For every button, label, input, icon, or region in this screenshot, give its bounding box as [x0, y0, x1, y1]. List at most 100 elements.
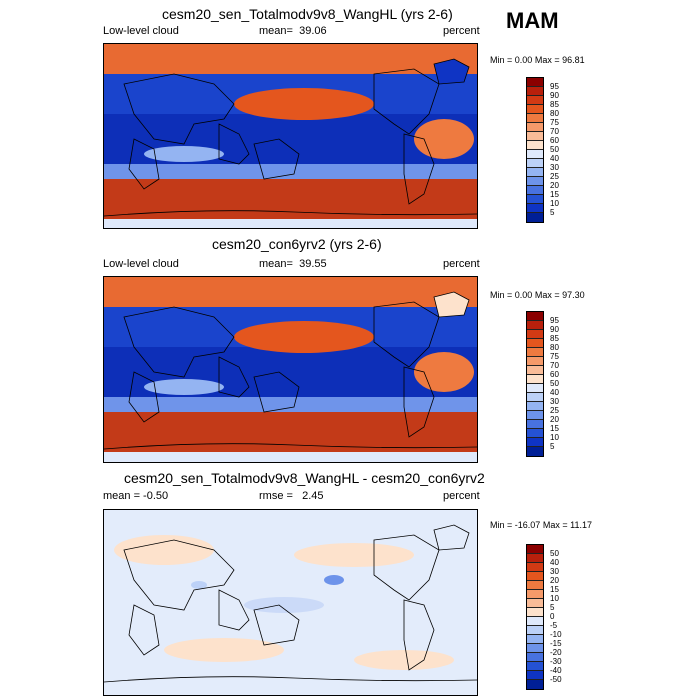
colorbar-swatch	[527, 590, 543, 599]
colorbar-swatch	[527, 420, 543, 429]
colorbar-tick-label: 10	[550, 433, 559, 442]
panel-2-minmax: Min = 0.00 Max = 97.30	[490, 290, 585, 300]
colorbar-tick-label: -10	[550, 630, 562, 639]
colorbar-swatch	[527, 204, 543, 213]
panel-1-mean-label: mean= 39.06	[259, 25, 327, 37]
colorbar-tick-label: 95	[550, 82, 559, 91]
colorbar-swatch	[527, 644, 543, 653]
colorbar-swatch	[527, 375, 543, 384]
panel-3-minmax: Min = -16.07 Max = 11.17	[490, 520, 592, 530]
colorbar-tick-label: 80	[550, 343, 559, 352]
colorbar-tick-label: 20	[550, 576, 559, 585]
colorbar-tick-label: 30	[550, 397, 559, 406]
colorbar-swatch	[527, 150, 543, 159]
colorbar-tick-label: 50	[550, 145, 559, 154]
colorbar-swatch	[527, 87, 543, 96]
colorbar-swatch	[527, 563, 543, 572]
colorbar-swatch	[527, 617, 543, 626]
colorbar-swatch	[527, 78, 543, 87]
panel-3-rmse-label: rmse = 2.45	[259, 490, 324, 502]
colorbar-tick-label: 60	[550, 136, 559, 145]
colorbar-tick-label: -30	[550, 657, 562, 666]
colorbar-tick-label: 15	[550, 585, 559, 594]
colorbar-swatch	[527, 330, 543, 339]
colorbar-swatch	[527, 635, 543, 644]
panel-3-units: percent	[443, 490, 480, 502]
colorbar-tick-label: 50	[550, 379, 559, 388]
colorbar-swatch	[527, 132, 543, 141]
panel-1-minmax: Min = 0.00 Max = 96.81	[490, 55, 585, 65]
colorbar-tick-label: 15	[550, 190, 559, 199]
colorbar-tick-label: 30	[550, 567, 559, 576]
colorbar-swatch	[527, 626, 543, 635]
colorbar-swatch	[527, 662, 543, 671]
colorbar-tick-label: 75	[550, 352, 559, 361]
colorbar-tick-label: -5	[550, 621, 558, 630]
colorbar-swatch	[527, 213, 543, 222]
colorbar-swatch	[527, 357, 543, 366]
colorbar-swatch	[527, 348, 543, 357]
colorbar-tick-label: 10	[550, 199, 559, 208]
colorbar-tick-label: 40	[550, 154, 559, 163]
colorbar-tick-label: 85	[550, 100, 559, 109]
panel-3-rmse-value: 2.45	[302, 490, 324, 502]
colorbar-tick-label: -15	[550, 639, 562, 648]
colorbar-tick-label: 0	[550, 612, 555, 621]
colorbar-tick-label: 70	[550, 361, 559, 370]
colorbar-tick-label: 25	[550, 406, 559, 415]
colorbar-swatch	[527, 384, 543, 393]
panel-2-map	[103, 276, 478, 463]
panel-3-mean-label: mean = -0.50	[103, 490, 169, 502]
panel-2-mean-value: 39.55	[299, 258, 327, 270]
panel-3-title: cesm20_sen_Totalmodv9v8_WangHL - cesm20_…	[124, 470, 485, 486]
panel-2-mean-label: mean= 39.55	[259, 258, 327, 270]
colorbar-swatch	[527, 105, 543, 114]
panel-1-map	[103, 43, 478, 229]
colorbar-tick-label: -20	[550, 648, 562, 657]
panel-2-units: percent	[443, 258, 480, 270]
colorbar-tick-label: 85	[550, 334, 559, 343]
panel-1-title: cesm20_sen_Totalmodv9v8_WangHL (yrs 2-6)	[162, 6, 453, 22]
colorbar-tick-label: 5	[550, 442, 555, 451]
panel-3-min-value: -16.07	[514, 520, 541, 530]
panel-1-max-value: 96.81	[562, 55, 585, 65]
panel-2-max-value: 97.30	[562, 290, 585, 300]
colorbar-tick-label: 60	[550, 370, 559, 379]
colorbar-tick-label: 30	[550, 163, 559, 172]
panel-2-colorbar	[526, 311, 544, 457]
colorbar-swatch	[527, 545, 543, 554]
colorbar-swatch	[527, 312, 543, 321]
colorbar-tick-label: 75	[550, 118, 559, 127]
panel-1-variable-label: Low-level cloud	[103, 25, 179, 37]
colorbar-tick-label: 50	[550, 549, 559, 558]
colorbar-swatch	[527, 429, 543, 438]
panel-2-variable-label: Low-level cloud	[103, 258, 179, 270]
colorbar-swatch	[527, 581, 543, 590]
colorbar-swatch	[527, 572, 543, 581]
colorbar-tick-label: 15	[550, 424, 559, 433]
colorbar-swatch	[527, 608, 543, 617]
season-label: MAM	[506, 8, 559, 33]
colorbar-swatch	[527, 411, 543, 420]
colorbar-swatch	[527, 159, 543, 168]
colorbar-swatch	[527, 447, 543, 456]
colorbar-swatch	[527, 123, 543, 132]
colorbar-tick-label: 40	[550, 558, 559, 567]
colorbar-tick-label: 20	[550, 181, 559, 190]
colorbar-tick-label: 20	[550, 415, 559, 424]
colorbar-swatch	[527, 141, 543, 150]
colorbar-swatch	[527, 438, 543, 447]
panel-3-map	[103, 509, 478, 696]
colorbar-swatch	[527, 554, 543, 563]
colorbar-swatch	[527, 653, 543, 662]
colorbar-tick-label: 70	[550, 127, 559, 136]
colorbar-swatch	[527, 195, 543, 204]
colorbar-swatch	[527, 168, 543, 177]
panel-1-colorbar	[526, 77, 544, 223]
colorbar-tick-label: 40	[550, 388, 559, 397]
colorbar-swatch	[527, 96, 543, 105]
colorbar-swatch	[527, 177, 543, 186]
colorbar-tick-label: 90	[550, 91, 559, 100]
panel-3-max-value: 11.17	[570, 520, 592, 530]
colorbar-swatch	[527, 114, 543, 123]
